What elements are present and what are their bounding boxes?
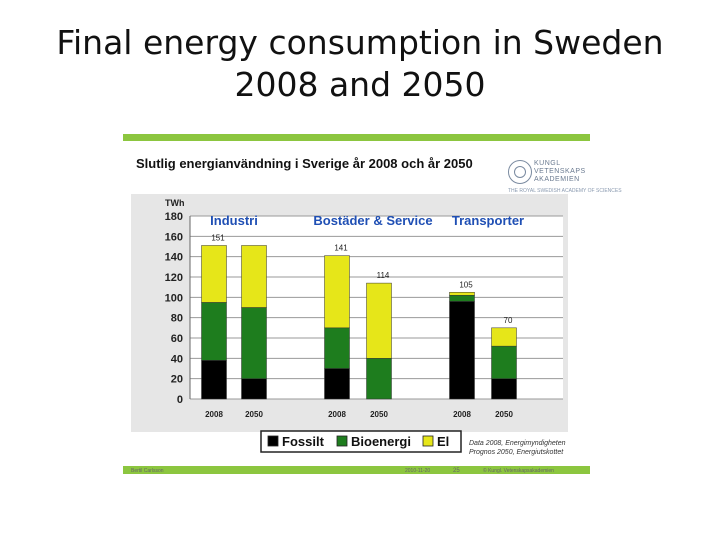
- x-tick-label: 2050: [245, 410, 263, 419]
- bar-total-label: 151: [211, 233, 225, 242]
- bar-segment-el: [324, 255, 350, 329]
- bar-segment-bioenergi: [241, 307, 267, 379]
- group-heading: Bostäder & Service: [313, 213, 432, 228]
- bar-segment-fossilt: [241, 378, 267, 400]
- legend-box: [260, 430, 462, 453]
- chart-panel: Slutlig energianvändning i Sverige år 20…: [123, 134, 622, 474]
- bar-total-label: 105: [459, 280, 473, 289]
- group-heading: Industri: [210, 213, 258, 228]
- bar-segment-bioenergi: [366, 358, 392, 400]
- academy-logo: KUNGL VETENSKAPS AKADEMIEN THE ROYAL SWE…: [508, 158, 622, 202]
- bar-segment-el: [491, 327, 517, 347]
- legend-label: Bioenergi: [351, 434, 411, 449]
- chart-svg: 0 20 40 60 80 100 120 140 160 180 TWh 151 2008 2050 14…: [131, 194, 568, 453]
- footer-date: 2010-11-20: [405, 468, 431, 474]
- bar-segment-bioenergi: [201, 302, 227, 361]
- y-tick-label: 140: [165, 252, 183, 264]
- logo-text: KUNGL VETENSKAPS AKADEMIEN: [534, 160, 586, 183]
- bar-segment-fossilt: [324, 368, 350, 400]
- panel-bottom-bar: [123, 466, 590, 474]
- legend-swatch-fossilt: [267, 435, 279, 447]
- x-tick-label: 2008: [328, 410, 346, 419]
- y-tick-label: 180: [165, 211, 183, 223]
- footer-author: Bertil Carlsson: [131, 468, 164, 474]
- bar-segment-fossilt: [491, 378, 517, 400]
- legend-swatch-bioenergi: [336, 435, 348, 447]
- bar-segment-el: [449, 292, 475, 296]
- source-line-1: Data 2008, Energimyndigheten: [469, 440, 566, 447]
- bar-segment-el: [201, 245, 227, 303]
- group-heading: Transporter: [452, 213, 524, 228]
- y-tick-label: 20: [171, 374, 183, 386]
- y-tick-label: 0: [177, 394, 183, 406]
- y-tick-label: 160: [165, 231, 183, 243]
- slide-title: Final energy consumption in Sweden 2008 …: [0, 22, 720, 106]
- bar-segment-el: [366, 282, 392, 359]
- source-note: Data 2008, Energimyndigheten Prognos 205…: [469, 439, 566, 457]
- legend-label: El: [437, 434, 449, 449]
- bar-segment-fossilt: [201, 360, 227, 400]
- bar-segment-bioenergi: [449, 295, 475, 302]
- bar-total-label: 70: [504, 316, 513, 325]
- y-tick-label: 80: [171, 313, 183, 325]
- legend-label: Fossilt: [282, 434, 325, 449]
- source-line-2: Prognos 2050, Energiutskottet: [469, 449, 564, 456]
- bar-segment-fossilt: [449, 301, 475, 400]
- slide-title-line2: 2008 and 2050: [234, 65, 486, 104]
- y-tick-label: 120: [165, 272, 183, 284]
- x-tick-label: 2050: [495, 410, 513, 419]
- logo-subtext: THE ROYAL SWEDISH ACADEMY OF SCIENCES: [508, 188, 622, 194]
- panel-top-bar: [123, 134, 590, 141]
- legend-swatch-el: [422, 435, 434, 447]
- x-tick-label: 2050: [370, 410, 388, 419]
- y-tick-label: 60: [171, 333, 183, 345]
- bar-segment-bioenergi: [324, 327, 350, 369]
- y-tick-label: 40: [171, 353, 183, 365]
- slide-title-line1: Final energy consumption in Sweden: [56, 23, 664, 62]
- bar-total-label: 114: [377, 271, 390, 280]
- chart-title: Slutlig energianvändning i Sverige år 20…: [136, 156, 473, 171]
- x-tick-label: 2008: [205, 410, 223, 419]
- bar-segment-el: [241, 245, 267, 308]
- seal-icon: [508, 160, 532, 184]
- footer-copyright: © Kungl. Vetenskapsakademien: [483, 468, 554, 474]
- footer-page-number: 25: [453, 468, 460, 474]
- bar-total-label: 141: [334, 244, 348, 253]
- bar-segment-bioenergi: [491, 345, 517, 379]
- y-tick-label: 100: [165, 292, 183, 304]
- y-axis-unit: TWh: [165, 198, 185, 208]
- x-tick-label: 2008: [453, 410, 471, 419]
